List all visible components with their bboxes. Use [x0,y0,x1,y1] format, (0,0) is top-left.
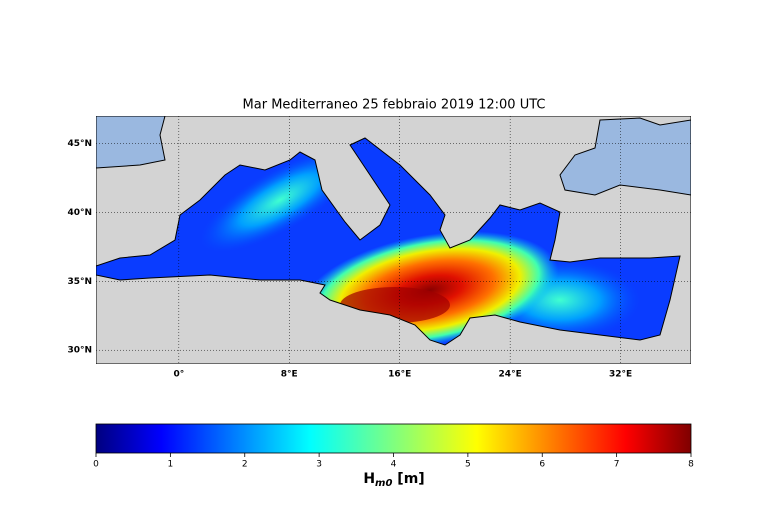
colorbar-tick-label: 3 [316,460,322,470]
map-title: Mar Mediterraneo 25 febbraio 2019 12:00 … [243,98,546,113]
colorbar-tick-label: 8 [688,460,694,470]
colorbar-tick-label: 7 [614,460,620,470]
colorbar-label: Hm0 [m] [363,471,424,489]
colorbar-tick-label: 4 [391,460,397,470]
colorbar-tick-label: 2 [242,460,248,470]
colorbar-tick-label: 5 [465,460,471,470]
colorbar-tick-label: 1 [168,460,174,470]
lat-tick-label: 30°N [67,346,92,356]
lat-tick-label: 35°N [67,277,92,287]
lon-tick-label: 24°E [499,370,522,380]
lon-tick-label: 32°E [609,370,632,380]
black-sea [559,117,691,196]
lon-tick-label: 8°E [281,370,298,380]
atlantic [96,116,166,169]
lon-tick-label: 0° [173,370,184,380]
lon-tick-label: 16°E [388,370,411,380]
colorbar-tick-label: 0 [93,460,99,470]
colorbar-tick-label: 6 [539,460,545,470]
lat-tick-label: 45°N [67,139,92,149]
colorbar [95,423,692,454]
lat-tick-label: 40°N [67,208,92,218]
map [96,116,691,364]
